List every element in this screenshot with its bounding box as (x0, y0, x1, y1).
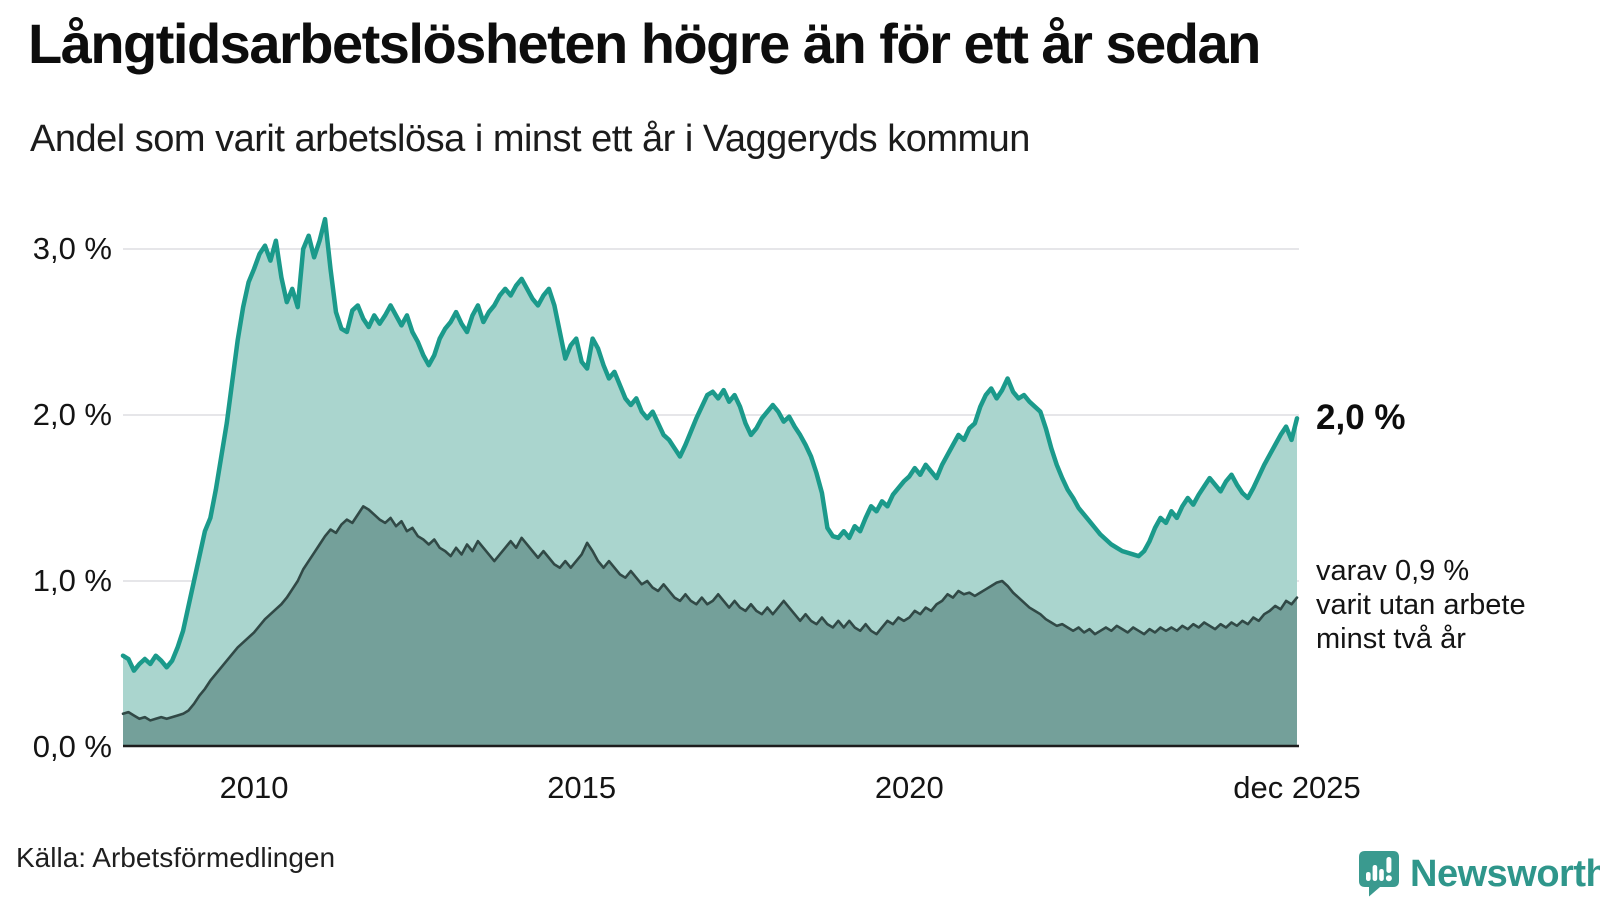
source-note: Källa: Arbetsförmedlingen (16, 842, 336, 873)
plot-area (120, 216, 1300, 748)
y-tick-label: 3,0 % (32, 231, 112, 266)
x-tick-label: 2020 (874, 770, 944, 805)
x-tick-label: 2010 (219, 770, 289, 805)
page-subtitle: Andel som varit arbetslösa i minst ett å… (30, 118, 1030, 160)
line-one-year (120, 216, 1300, 673)
y-tick-label: 0,0 % (32, 729, 112, 764)
annotation-line: varav 0,9 % (1316, 555, 1470, 587)
line-two-year (121, 505, 1299, 722)
newsworthy-bubble-chart-icon (1359, 851, 1399, 897)
annotation-line: minst två år (1316, 623, 1466, 655)
x-tick-label: 2015 (547, 770, 617, 805)
area-two-year (123, 506, 1297, 747)
x-tick-label: dec 2025 (1233, 770, 1361, 805)
annotation-latest-total: 2,0 % (1316, 398, 1406, 437)
annotation-two-year: varav 0,9 % varit utan arbete minst två år (1316, 554, 1526, 656)
newsworthy-logo: Newsworthy (1358, 850, 1600, 898)
y-tick-label: 1,0 % (32, 563, 112, 598)
newsworthy-wordmark: Newsworthy (1410, 852, 1600, 895)
page-title: Långtidsarbetslösheten högre än för ett … (28, 12, 1261, 75)
annotation-line: varit utan arbete (1316, 589, 1526, 621)
y-tick-label: 2,0 % (32, 397, 112, 432)
